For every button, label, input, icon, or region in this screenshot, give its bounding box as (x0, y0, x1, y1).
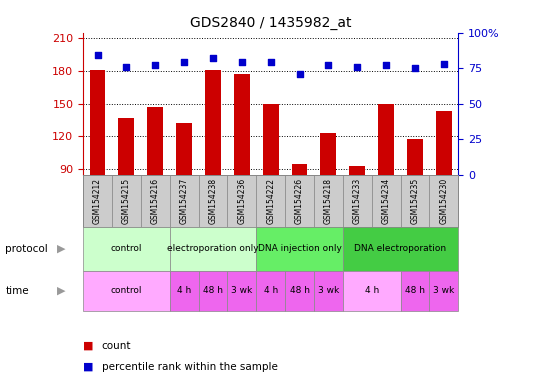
Text: 48 h: 48 h (203, 286, 223, 295)
Text: GSM154212: GSM154212 (93, 178, 102, 223)
Point (237, 60, 246, 66)
Bar (436, 111, 452, 268)
Point (93, 52, 102, 58)
Bar (90, 70, 106, 268)
Text: 4 h: 4 h (364, 286, 379, 295)
Text: ▶: ▶ (57, 286, 66, 296)
Point (353, 64, 362, 70)
Bar (234, 74, 250, 268)
Text: electroporation only: electroporation only (167, 244, 259, 253)
Text: control: control (110, 286, 142, 295)
Bar (321, 133, 337, 268)
Bar (407, 139, 423, 268)
Text: control: control (110, 244, 142, 253)
Text: GSM154234: GSM154234 (382, 177, 391, 224)
Text: DNA injection only: DNA injection only (258, 244, 341, 253)
Text: 3 wk: 3 wk (318, 286, 339, 295)
Text: ▶: ▶ (57, 243, 66, 254)
Text: GSM154222: GSM154222 (266, 178, 275, 223)
Text: count: count (102, 341, 131, 351)
Text: DNA electroporation: DNA electroporation (354, 244, 446, 253)
Bar (147, 107, 163, 268)
Text: GSM154226: GSM154226 (295, 177, 304, 224)
Text: ■: ■ (83, 362, 94, 372)
Bar (176, 123, 192, 268)
Text: GSM154236: GSM154236 (237, 177, 247, 224)
Point (411, 65, 419, 71)
Text: 3 wk: 3 wk (433, 286, 455, 295)
Text: GSM154237: GSM154237 (180, 177, 189, 224)
Text: time: time (5, 286, 29, 296)
Text: GSM154218: GSM154218 (324, 178, 333, 223)
Text: 3 wk: 3 wk (231, 286, 252, 295)
Bar (263, 104, 279, 268)
Text: GSM154235: GSM154235 (411, 177, 420, 224)
Point (122, 64, 131, 70)
Text: GSM154238: GSM154238 (209, 177, 218, 224)
Text: ■: ■ (83, 341, 94, 351)
Bar (349, 166, 365, 268)
Title: GDS2840 / 1435982_at: GDS2840 / 1435982_at (190, 16, 352, 30)
Text: GSM154230: GSM154230 (440, 177, 448, 224)
Point (295, 71, 304, 77)
Text: GSM154216: GSM154216 (151, 177, 160, 224)
Bar (292, 164, 308, 268)
Point (151, 62, 160, 68)
Bar (205, 70, 221, 268)
Bar (118, 118, 135, 268)
Text: GSM154233: GSM154233 (353, 177, 362, 224)
Text: 48 h: 48 h (289, 286, 310, 295)
Point (209, 55, 217, 61)
Text: 48 h: 48 h (405, 286, 425, 295)
Text: 4 h: 4 h (264, 286, 278, 295)
Point (324, 62, 333, 68)
Text: 4 h: 4 h (177, 286, 191, 295)
Text: GSM154215: GSM154215 (122, 177, 131, 224)
Text: percentile rank within the sample: percentile rank within the sample (102, 362, 278, 372)
Point (266, 60, 275, 66)
Point (382, 62, 390, 68)
Point (180, 60, 188, 66)
Bar (378, 104, 394, 268)
Point (440, 61, 448, 67)
Text: protocol: protocol (5, 243, 48, 254)
